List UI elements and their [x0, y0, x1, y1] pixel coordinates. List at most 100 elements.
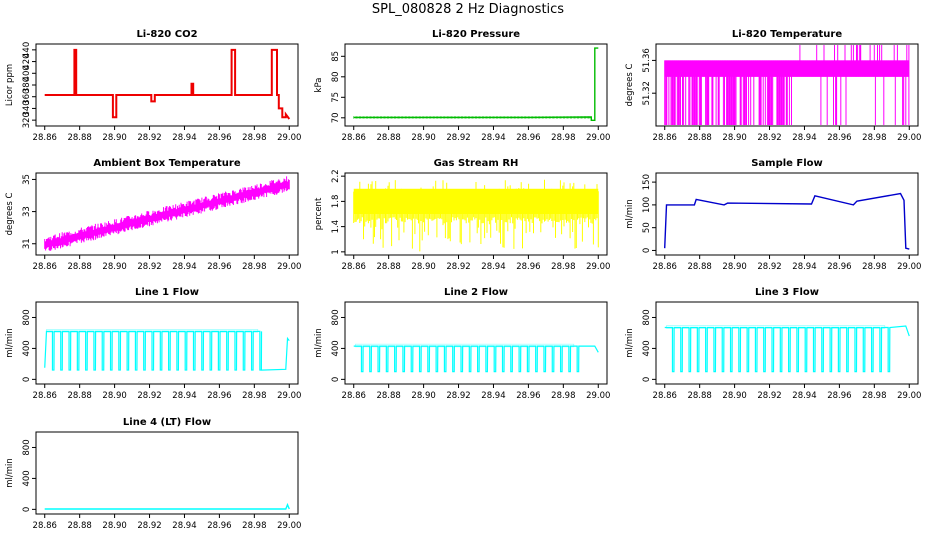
series-line [44, 176, 290, 251]
x-tick-label: 28.92 [757, 133, 781, 143]
x-tick-label: 28.86 [342, 262, 366, 272]
series-line [353, 345, 599, 373]
x-tick-label: 28.96 [516, 133, 540, 143]
x-tick-label: 28.92 [137, 521, 161, 531]
series-group [664, 192, 910, 250]
x-tick-label: 28.98 [551, 133, 575, 143]
y-axis-label: ml/min [5, 328, 15, 358]
x-tick-label: 28.94 [481, 262, 505, 272]
x-tick-label: 28.94 [792, 391, 816, 401]
y-axis-label: ml/min [625, 199, 635, 229]
x-tick-label: 28.96 [207, 391, 231, 401]
x-tick-label: 28.88 [67, 262, 91, 272]
chart-title: Line 2 Flow [444, 287, 508, 298]
x-tick-label: 28.88 [376, 133, 400, 143]
y-tick-label: 800 [22, 309, 32, 325]
x-tick-label: 28.94 [792, 262, 816, 272]
y-tick-label: 100 [642, 197, 652, 213]
y-tick-label: 33 [22, 206, 32, 217]
plot-frame [35, 431, 299, 515]
x-tick-label: 28.98 [862, 262, 886, 272]
y-tick-label: 80 [331, 71, 341, 82]
y-tick-label: 0 [22, 507, 32, 512]
x-tick-label: 28.90 [722, 133, 746, 143]
series-line [664, 325, 910, 373]
series-band [664, 60, 910, 77]
series-line [664, 45, 910, 125]
x-tick-label: 28.90 [411, 391, 435, 401]
plot-frame [655, 43, 919, 127]
x-tick-label: 28.96 [207, 262, 231, 272]
y-tick-label: 0 [331, 377, 341, 382]
x-tick-label: 28.94 [172, 133, 196, 143]
y-tick-label: 400 [22, 340, 32, 356]
x-tick-label: 28.88 [376, 391, 400, 401]
x-tick-label: 28.98 [242, 521, 266, 531]
plot-frame [35, 301, 299, 385]
y-tick-label: 800 [331, 309, 341, 325]
series-group [353, 47, 599, 121]
chart-panel: Li-820 Temperature 28.86 28.88 28.90 28.92 28… [625, 29, 921, 143]
x-tick-label: 29.00 [897, 133, 921, 143]
chart-panel: Line 2 Flow 28.86 28.88 28.90 28.92 28.94 28.9… [314, 287, 610, 401]
x-tick-label: 28.90 [722, 391, 746, 401]
y-tick-label: 400 [22, 65, 32, 81]
series-line [44, 48, 291, 120]
x-tick-label: 29.00 [277, 521, 301, 531]
chart-title: Gas Stream RH [434, 158, 519, 169]
y-tick-label: 0 [22, 377, 32, 382]
x-tick-label: 28.90 [102, 521, 126, 531]
x-tick-label: 29.00 [897, 391, 921, 401]
x-tick-label: 28.86 [33, 391, 57, 401]
x-tick-label: 28.92 [446, 133, 470, 143]
x-tick-label: 28.96 [516, 262, 540, 272]
x-tick-label: 28.86 [653, 262, 677, 272]
x-tick-label: 29.00 [586, 133, 610, 143]
x-tick-label: 28.94 [481, 391, 505, 401]
y-tick-label: 150 [642, 174, 652, 190]
y-axis-label: degrees C [5, 193, 15, 236]
y-tick-label: 440 [22, 42, 32, 58]
plot-frame [655, 301, 919, 385]
y-tick-label: 75 [331, 92, 341, 103]
y-tick-label: 51.32 [642, 81, 652, 105]
x-tick-label: 28.88 [687, 391, 711, 401]
y-tick-label: 85 [331, 51, 341, 62]
chart-title: Line 4 (LT) Flow [123, 417, 211, 428]
chart-panel: Gas Stream RH 28.86 28.88 28.90 28.92 28.94 28… [314, 158, 610, 272]
x-tick-label: 28.98 [551, 391, 575, 401]
series-group [44, 48, 291, 120]
chart-panel: Sample Flow 28.86 28.88 28.90 28.92 28.94 28.9… [625, 158, 921, 272]
y-tick-label: 2.2 [331, 169, 341, 183]
x-tick-label: 28.96 [827, 391, 851, 401]
series-line [664, 192, 910, 250]
x-tick-label: 28.88 [67, 391, 91, 401]
x-tick-label: 28.90 [102, 391, 126, 401]
x-tick-label: 28.86 [33, 133, 57, 143]
x-tick-label: 29.00 [277, 133, 301, 143]
x-tick-label: 28.88 [67, 133, 91, 143]
y-tick-label: 800 [642, 309, 652, 325]
x-tick-label: 28.90 [411, 262, 435, 272]
chart-title: Li-820 CO2 [136, 29, 197, 40]
y-tick-label: 400 [642, 340, 652, 356]
y-tick-label: 51.36 [642, 48, 652, 72]
chart-title: Ambient Box Temperature [93, 158, 240, 169]
chart-panel: Line 1 Flow 28.86 28.88 28.90 28.92 28.94 28.9… [5, 287, 301, 401]
x-tick-label: 28.86 [653, 133, 677, 143]
x-tick-label: 29.00 [897, 262, 921, 272]
series-group [664, 325, 910, 373]
chart-panel: Line 4 (LT) Flow 28.86 28.88 28.90 28.92 28.9… [5, 417, 301, 531]
y-axis-label: ml/min [625, 328, 635, 358]
y-tick-label: 800 [22, 439, 32, 455]
x-tick-label: 28.86 [653, 391, 677, 401]
x-tick-label: 28.98 [862, 133, 886, 143]
series-band [355, 343, 575, 348]
chart-title: Line 1 Flow [135, 287, 199, 298]
x-tick-label: 28.94 [172, 521, 196, 531]
y-axis-label: degrees C [625, 64, 635, 107]
series-group [664, 45, 910, 125]
y-axis-label: ml/min [5, 458, 15, 488]
